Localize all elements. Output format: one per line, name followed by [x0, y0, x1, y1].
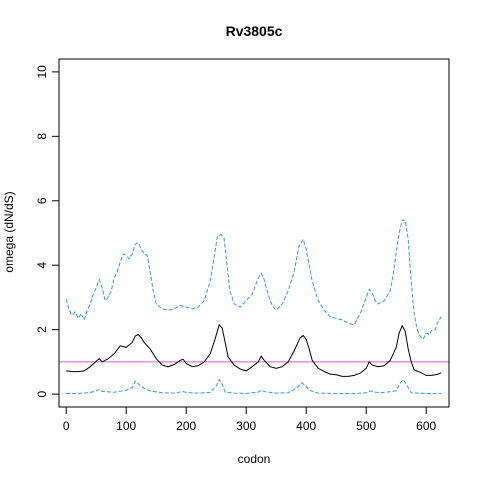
y-tick-label: 4 — [35, 262, 49, 269]
x-tick-label: 500 — [356, 419, 376, 433]
x-tick-label: 0 — [63, 419, 70, 433]
y-axis-label: omega (dN/dS) — [2, 191, 16, 272]
x-tick-label: 600 — [416, 419, 436, 433]
omega-estimate-line — [66, 323, 442, 377]
y-tick-label: 6 — [35, 197, 49, 204]
upper-bound-line — [65, 219, 442, 341]
y-tick-label: 8 — [35, 133, 49, 140]
x-tick-label: 200 — [176, 419, 196, 433]
y-tick-label: 2 — [35, 326, 49, 333]
x-axis-label: codon — [238, 452, 271, 466]
x-tick-label: 400 — [296, 419, 316, 433]
y-tick-label: 0 — [35, 390, 49, 397]
x-tick-label: 100 — [116, 419, 136, 433]
lower-bound-line — [66, 378, 442, 395]
y-tick-label: 10 — [35, 65, 49, 79]
chart-title: Rv3805c — [226, 23, 283, 39]
x-tick-label: 300 — [236, 419, 256, 433]
plot-frame — [58, 58, 450, 408]
